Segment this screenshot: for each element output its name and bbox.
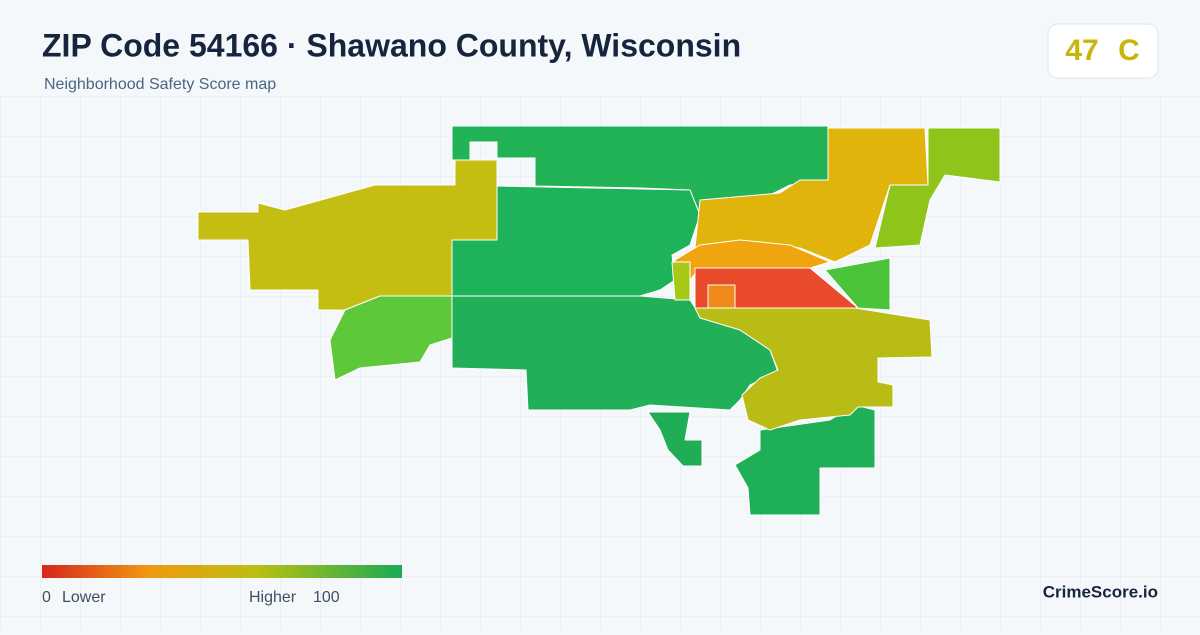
legend-gradient [42,565,402,578]
grade: C [1118,34,1140,67]
region [824,257,891,311]
legend-min: 0 [42,589,51,606]
legend-max-label: Higher [249,589,297,606]
score: 47 [1065,34,1098,67]
region [707,284,736,309]
region [647,411,703,467]
region [694,307,933,431]
region [874,127,1001,249]
subtitle: Neighborhood Safety Score map [44,76,276,93]
region [329,295,453,381]
legend-min-label: Lower [62,589,106,606]
brand: CrimeScore.io [1043,582,1158,601]
title: ZIP Code 54166 · Shawano County, Wiscons… [42,27,741,63]
region [671,261,691,301]
legend-max: 100 [313,589,340,606]
score-badge [1047,23,1159,79]
map-regions [197,125,1001,516]
